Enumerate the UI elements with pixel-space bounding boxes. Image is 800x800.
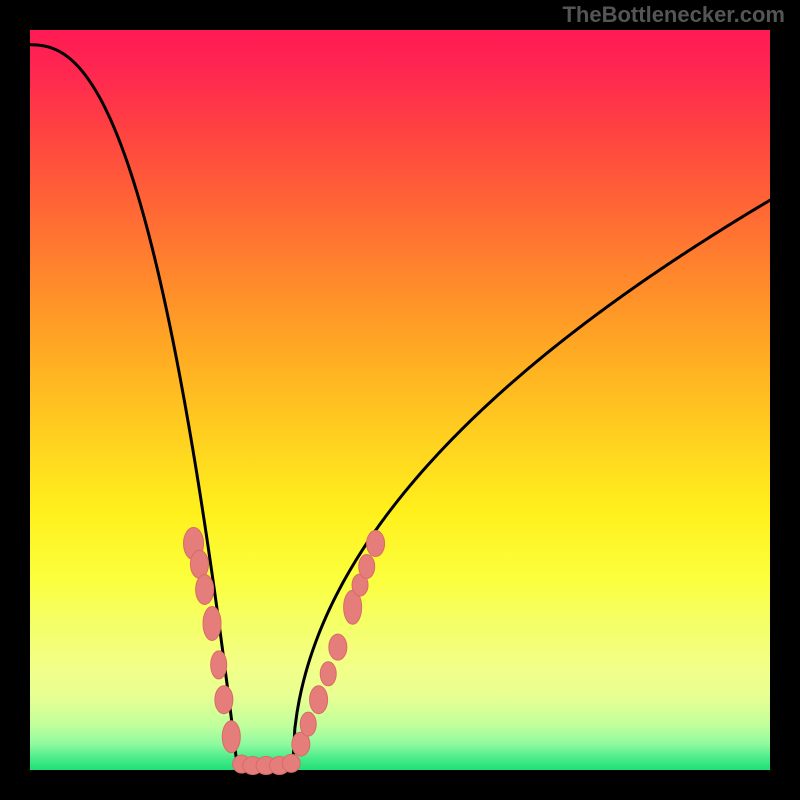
bottleneck-chart: TheBottlenecker.com [0,0,800,800]
data-marker [329,634,347,660]
data-marker [300,712,316,736]
data-marker [196,574,214,604]
plot-background [30,30,770,770]
data-marker [203,606,221,640]
data-marker [359,555,375,579]
data-marker [310,686,328,714]
data-marker [222,721,240,753]
watermark-text: TheBottlenecker.com [562,2,785,27]
data-marker [215,686,233,714]
data-marker [320,662,336,686]
data-marker [367,531,385,557]
data-marker [282,754,300,772]
data-marker [211,651,227,679]
